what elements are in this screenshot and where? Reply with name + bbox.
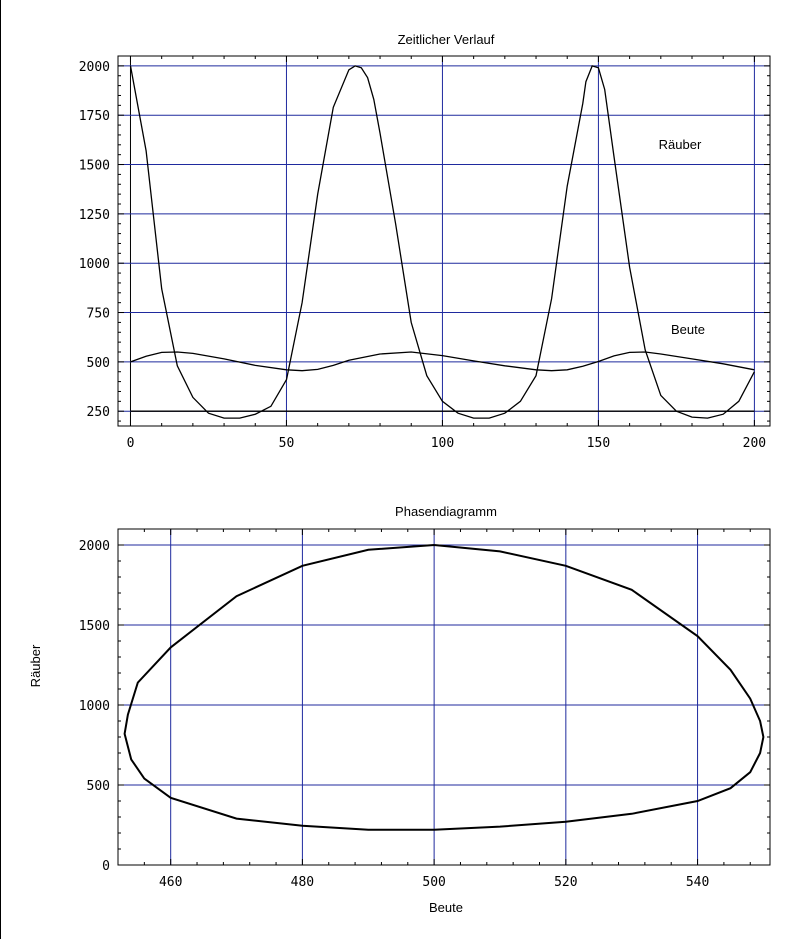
x-tick-label: 100 [431,436,454,451]
plot-frame [117,55,771,427]
x-tick-label: 150 [587,436,610,451]
y-tick-label: 1500 [79,619,110,634]
axis-ticks: 460 480 500 520 540 0 500 1000 1500 2000 [79,528,770,890]
annotation-prey: Beute [671,322,705,337]
y-tick-label: 1000 [79,257,110,272]
x-tick-label: 200 [743,436,766,451]
y-tick-label: 1500 [79,159,110,174]
y-tick-label: 1000 [79,699,110,714]
x-tick-label: 50 [279,436,295,451]
chart-title: Phasendiagramm [395,504,497,519]
y-tick-label: 500 [87,779,110,794]
time-course-chart: Zeitlicher Verlauf Räuber Beute 0 50 100 15… [79,32,771,451]
y-tick-label: 1250 [79,208,110,223]
axis-ticks: 0 50 100 150 200 250 500 750 1000 1250 1500 1750 200… [79,55,770,451]
y-tick-label: 1750 [79,109,110,124]
series-line-beute [130,351,755,372]
series-line-0 [123,544,765,831]
grid [118,529,770,865]
x-tick-label: 480 [291,875,314,890]
y-tick-label: 0 [102,859,110,874]
y-tick-label: 2000 [79,60,110,75]
grid [118,56,770,426]
x-tick-label: 540 [686,875,709,890]
x-tick-label: 460 [159,875,182,890]
y-tick-label: 750 [87,307,110,322]
y-tick-label: 500 [87,356,110,371]
plot-frame [117,528,771,866]
x-tick-label: 0 [127,436,135,451]
x-tick-label: 500 [422,875,445,890]
plot-area [117,55,771,427]
chart-title: Zeitlicher Verlauf [398,32,495,47]
series-line-r-uber [129,65,755,419]
phase-diagram-chart: Phasendiagramm Beute Räuber 460 480 500 520… [28,504,771,915]
y-tick-label: 2000 [79,539,110,554]
x-axis-label: Beute [429,900,463,915]
plot-area [117,528,771,866]
y-axis-label: Räuber [28,644,43,687]
y-tick-label: 250 [87,405,110,420]
annotation-predator: Räuber [659,137,702,152]
x-tick-label: 520 [554,875,577,890]
